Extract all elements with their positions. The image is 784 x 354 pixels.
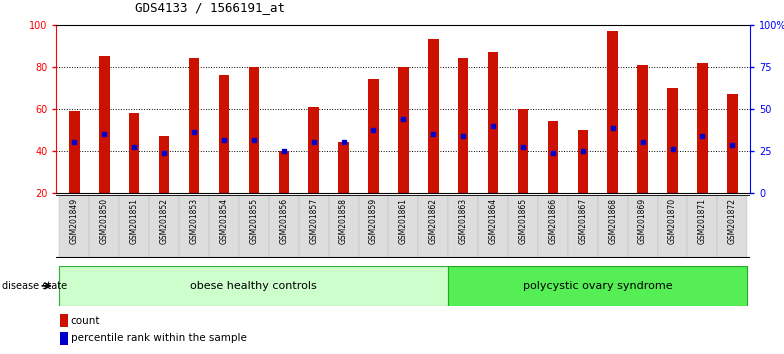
Text: GSM201870: GSM201870 (668, 198, 677, 244)
Bar (358, 195, 388, 258)
Bar (428, 40, 438, 193)
Bar (129, 113, 140, 193)
Bar (727, 94, 738, 193)
Bar (269, 195, 299, 258)
Bar (667, 88, 677, 193)
Bar (508, 195, 538, 258)
Text: GDS4133 / 1566191_at: GDS4133 / 1566191_at (135, 1, 285, 14)
Bar (209, 195, 239, 258)
Text: GSM201849: GSM201849 (70, 198, 79, 244)
Text: GSM201868: GSM201868 (608, 198, 617, 244)
Bar (60, 266, 448, 306)
Text: GSM201858: GSM201858 (339, 198, 348, 244)
Bar (538, 195, 568, 258)
Bar (517, 109, 528, 193)
Text: GSM201854: GSM201854 (220, 198, 228, 244)
Bar (159, 136, 169, 193)
Bar (548, 121, 558, 193)
Bar (628, 195, 658, 258)
Bar (478, 195, 508, 258)
Text: GSM201859: GSM201859 (369, 198, 378, 244)
Bar (278, 151, 289, 193)
Text: count: count (71, 316, 100, 326)
Text: GSM201857: GSM201857 (309, 198, 318, 244)
Text: GSM201862: GSM201862 (429, 198, 437, 244)
Bar (189, 58, 199, 193)
Text: disease state: disease state (2, 281, 67, 291)
Bar (368, 79, 379, 193)
Bar (339, 143, 349, 193)
Text: polycystic ovary syndrome: polycystic ovary syndrome (523, 281, 673, 291)
Bar (219, 75, 229, 193)
Bar (458, 58, 468, 193)
Bar (239, 195, 269, 258)
Text: GSM201853: GSM201853 (190, 198, 198, 244)
Text: GSM201852: GSM201852 (160, 198, 169, 244)
Bar (608, 31, 618, 193)
Text: GSM201851: GSM201851 (129, 198, 139, 244)
Bar (179, 195, 209, 258)
Text: obese healthy controls: obese healthy controls (191, 281, 318, 291)
Bar (89, 195, 119, 258)
Bar (488, 52, 499, 193)
Text: GSM201856: GSM201856 (279, 198, 289, 244)
Bar (149, 195, 179, 258)
Bar (398, 67, 408, 193)
Text: GSM201866: GSM201866 (548, 198, 557, 244)
Text: GSM201865: GSM201865 (518, 198, 528, 244)
Text: GSM201850: GSM201850 (100, 198, 109, 244)
Bar (717, 195, 747, 258)
Bar (99, 56, 110, 193)
Text: percentile rank within the sample: percentile rank within the sample (71, 333, 246, 343)
Text: GSM201861: GSM201861 (399, 198, 408, 244)
Bar (697, 63, 708, 193)
Bar (448, 266, 747, 306)
Text: GSM201867: GSM201867 (579, 198, 587, 244)
Text: GSM201863: GSM201863 (459, 198, 468, 244)
Text: GSM201872: GSM201872 (728, 198, 737, 244)
Bar (448, 195, 478, 258)
Bar (658, 195, 688, 258)
Bar (419, 195, 448, 258)
Text: GSM201871: GSM201871 (698, 198, 707, 244)
Bar (388, 195, 419, 258)
Bar (328, 195, 358, 258)
Bar (60, 195, 89, 258)
Bar (597, 195, 628, 258)
Bar (568, 195, 597, 258)
Bar (299, 195, 328, 258)
Bar (578, 130, 588, 193)
Bar (69, 111, 80, 193)
Bar (249, 67, 259, 193)
Bar (119, 195, 149, 258)
Text: GSM201864: GSM201864 (488, 198, 498, 244)
Bar (308, 107, 319, 193)
Text: GSM201869: GSM201869 (638, 198, 647, 244)
Text: GSM201855: GSM201855 (249, 198, 259, 244)
Bar (688, 195, 717, 258)
Bar (637, 65, 648, 193)
